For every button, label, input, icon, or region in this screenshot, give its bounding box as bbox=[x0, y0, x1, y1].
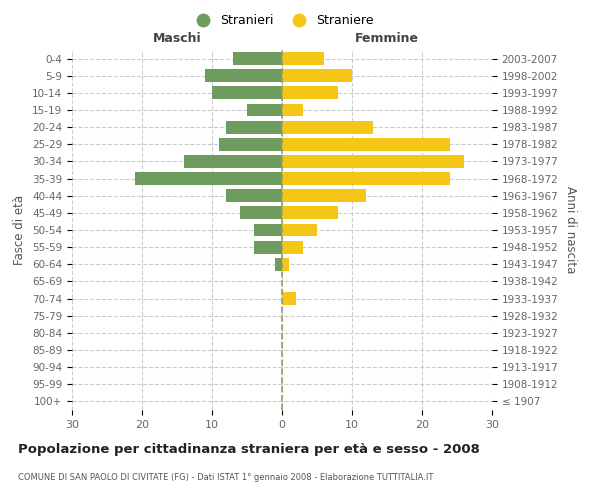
Y-axis label: Anni di nascita: Anni di nascita bbox=[564, 186, 577, 274]
Bar bbox=[247, 104, 282, 117]
Bar bbox=[282, 70, 352, 82]
Bar bbox=[282, 240, 303, 254]
Bar bbox=[254, 240, 282, 254]
Bar bbox=[219, 138, 282, 150]
Bar bbox=[233, 52, 282, 65]
Bar bbox=[226, 120, 282, 134]
Bar bbox=[282, 86, 338, 100]
Bar bbox=[282, 138, 450, 150]
Text: Maschi: Maschi bbox=[152, 32, 202, 45]
Legend: Stranieri, Straniere: Stranieri, Straniere bbox=[185, 10, 379, 32]
Bar bbox=[135, 172, 282, 185]
Bar bbox=[282, 258, 289, 270]
Bar bbox=[282, 292, 296, 305]
Bar bbox=[282, 172, 450, 185]
Bar bbox=[226, 190, 282, 202]
Bar bbox=[212, 86, 282, 100]
Bar bbox=[240, 206, 282, 220]
Bar bbox=[282, 206, 338, 220]
Y-axis label: Fasce di età: Fasce di età bbox=[13, 195, 26, 265]
Bar bbox=[282, 224, 317, 236]
Bar bbox=[282, 190, 366, 202]
Bar bbox=[275, 258, 282, 270]
Bar bbox=[184, 155, 282, 168]
Bar bbox=[282, 155, 464, 168]
Bar bbox=[282, 120, 373, 134]
Text: Femmine: Femmine bbox=[355, 32, 419, 45]
Bar bbox=[254, 224, 282, 236]
Bar bbox=[282, 52, 324, 65]
Bar bbox=[282, 104, 303, 117]
Bar bbox=[205, 70, 282, 82]
Text: COMUNE DI SAN PAOLO DI CIVITATE (FG) - Dati ISTAT 1° gennaio 2008 - Elaborazione: COMUNE DI SAN PAOLO DI CIVITATE (FG) - D… bbox=[18, 472, 433, 482]
Text: Popolazione per cittadinanza straniera per età e sesso - 2008: Popolazione per cittadinanza straniera p… bbox=[18, 442, 480, 456]
